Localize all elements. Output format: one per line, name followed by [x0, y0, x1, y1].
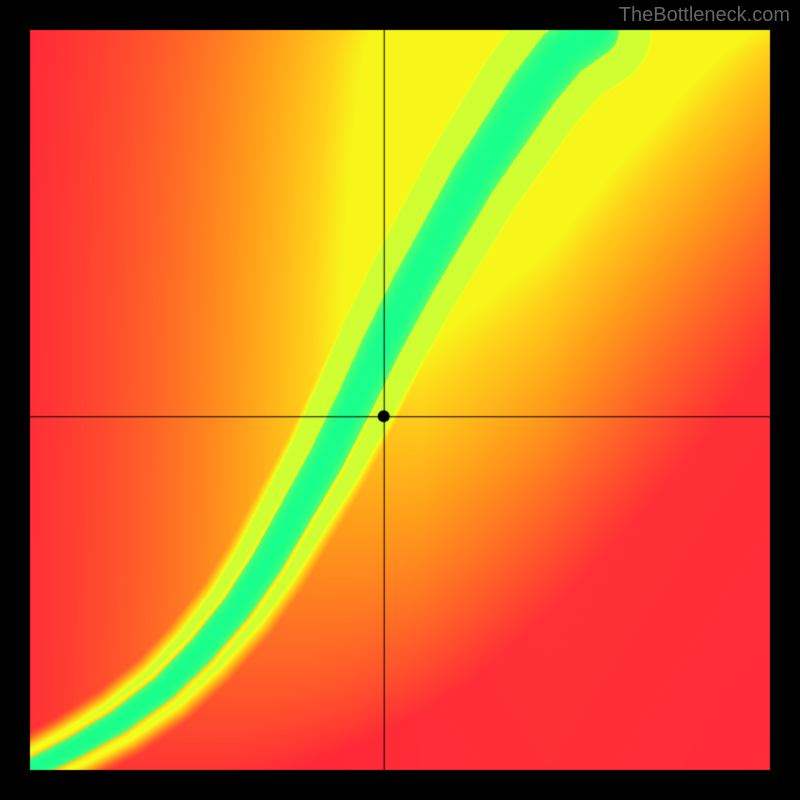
bottleneck-heatmap [0, 0, 800, 800]
chart-container: TheBottleneck.com [0, 0, 800, 800]
watermark-text: TheBottleneck.com [619, 4, 790, 27]
